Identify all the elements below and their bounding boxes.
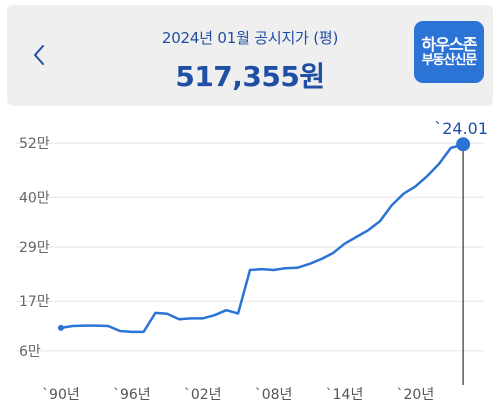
header-bar: 2024년 01월 공시지가 (평) 517,355원 하우스존 부동산신문 (7, 5, 493, 106)
brand-logo: 하우스존 부동산신문 (414, 21, 484, 83)
logo-text-bottom: 부동산신문 (421, 52, 478, 68)
end-marker-point (456, 137, 471, 152)
y-tick-label: 17만 (19, 294, 50, 310)
x-tick-label: `20년 (397, 387, 435, 403)
y-tick-label: 52만 (19, 136, 50, 152)
chevron-left-icon (34, 45, 44, 65)
x-tick-label: `08년 (255, 387, 293, 403)
y-tick-label: 6만 (19, 344, 41, 360)
y-tick-label: 40만 (19, 190, 50, 206)
y-axis-ticks: 6만 17만 29만 40만 52만 (19, 136, 50, 360)
chart-series (57, 143, 465, 334)
chart-grid (16, 142, 484, 352)
page-title: 2024년 01월 공시지가 (평) (161, 29, 339, 47)
price-value: 517,355원 (175, 60, 325, 93)
x-tick-label: `96년 (113, 387, 151, 403)
x-tick-label: `14년 (326, 387, 364, 403)
chart-end-marker: `24.01 (434, 119, 488, 385)
back-button[interactable] (25, 37, 53, 73)
end-date-label: `24.01 (434, 119, 488, 138)
series-start-point (57, 324, 64, 331)
y-tick-label: 29만 (19, 240, 50, 256)
logo-text-top: 하우스존 (421, 34, 478, 54)
x-tick-label: `02년 (184, 387, 222, 403)
x-axis-ticks: `90년 `96년 `02년 `08년 `14년 `20년 (42, 387, 434, 403)
x-tick-label: `90년 (42, 387, 80, 403)
series-line (59, 143, 465, 334)
